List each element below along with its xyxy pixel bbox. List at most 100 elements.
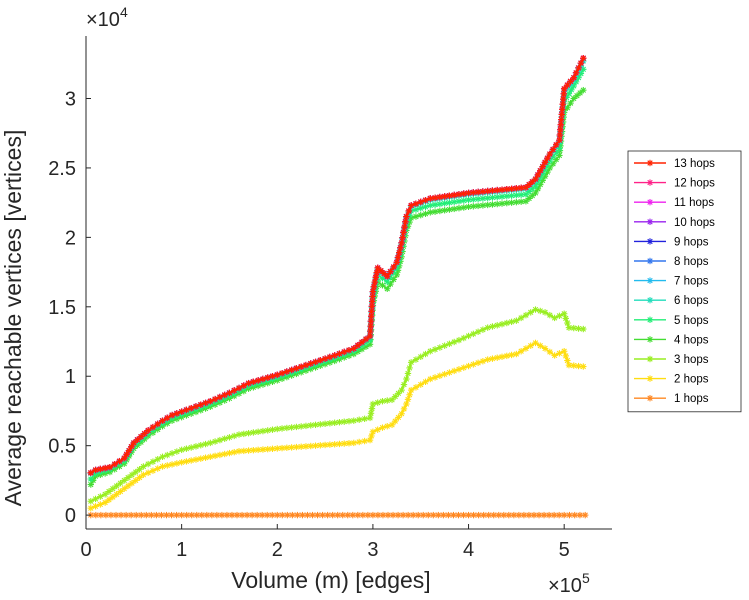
legend-label: 8 hops <box>674 256 709 268</box>
point-13-hops <box>221 391 228 399</box>
point-1-hops <box>550 511 558 519</box>
point-3-hops <box>154 456 161 463</box>
point-3-hops <box>460 334 467 342</box>
point-13-hops <box>317 357 324 364</box>
point-13-hops <box>575 64 582 72</box>
point-3-hops <box>101 491 109 498</box>
point-2-hops <box>128 479 136 487</box>
point-13-hops <box>549 146 557 153</box>
legend: 13 hops 12 hops 11 hops 10 hops 9 hops 8 hops… <box>627 150 742 413</box>
point-3-hops <box>361 415 368 423</box>
point-13-hops <box>293 365 300 372</box>
point-3-hops <box>451 338 458 346</box>
point-2-hops <box>124 482 132 490</box>
point-4-hops <box>503 199 510 207</box>
point-4-hops <box>441 207 448 214</box>
point-2-hops <box>565 361 573 369</box>
y-tick-label: 0 <box>65 505 76 527</box>
y-tick-label: 3 <box>65 88 76 110</box>
legend-marker <box>646 277 654 284</box>
legend-label: 6 hops <box>674 295 709 307</box>
point-5-hops <box>87 475 94 483</box>
point-13-hops <box>494 186 501 194</box>
point-2-hops <box>400 405 408 413</box>
point-13-hops <box>259 375 267 383</box>
point-2-hops <box>422 378 429 385</box>
point-3-hops <box>508 318 515 326</box>
point-3-hops <box>178 446 185 454</box>
point-13-hops <box>436 193 444 201</box>
point-13-hops <box>188 404 195 412</box>
point-13-hops <box>384 273 391 280</box>
point-4-hops <box>525 195 533 202</box>
legend-item-2-hops: 2 hops <box>634 374 709 386</box>
point-2-hops <box>537 342 544 349</box>
point-3-hops <box>565 324 573 331</box>
point-3-hops <box>240 430 247 438</box>
point-3-hops <box>92 495 99 503</box>
point-2-hops <box>465 362 472 370</box>
legend-item-10-hops: 10 hops <box>634 217 715 229</box>
point-3-hops <box>113 482 120 490</box>
point-13-hops <box>336 350 343 357</box>
point-2-hops <box>431 374 439 381</box>
point-1-hops <box>143 511 150 519</box>
point-2-hops <box>474 359 482 367</box>
point-13-hops <box>446 192 453 199</box>
point-2-hops <box>388 421 396 429</box>
legend-marker <box>646 297 654 304</box>
point-13-hops <box>470 189 477 196</box>
point-3-hops <box>216 436 224 444</box>
legend-marker <box>646 179 654 186</box>
point-13-hops <box>207 398 214 405</box>
point-2-hops <box>384 423 391 430</box>
point-3-hops <box>422 350 429 358</box>
point-13-hops <box>106 464 114 471</box>
point-2-hops <box>564 357 571 364</box>
legend-item-6-hops: 6 hops <box>634 295 709 307</box>
point-13-hops <box>572 69 580 77</box>
point-2-hops <box>361 437 368 445</box>
point-3-hops <box>417 353 424 360</box>
point-1-hops <box>233 511 241 519</box>
point-3-hops <box>498 320 506 328</box>
point-5-hops <box>422 203 429 211</box>
point-3-hops <box>128 471 136 479</box>
point-3-hops <box>560 310 568 317</box>
point-3-hops <box>537 307 544 315</box>
point-1-hops <box>349 511 356 519</box>
point-1-hops <box>505 511 513 519</box>
point-13-hops <box>92 466 99 474</box>
point-2-hops <box>417 381 424 388</box>
point-2-hops <box>149 467 157 474</box>
point-4-hops <box>460 204 467 211</box>
legend-item-9-hops: 9 hops <box>634 236 709 248</box>
point-2-hops <box>211 452 219 460</box>
point-3-hops <box>211 438 219 445</box>
point-1-hops <box>208 511 216 519</box>
point-3-hops <box>474 328 482 335</box>
point-3-hops <box>484 324 491 331</box>
point-3-hops <box>551 314 558 322</box>
series-1-hops <box>87 511 589 519</box>
point-13-hops <box>427 195 434 202</box>
point-13-hops <box>460 190 467 197</box>
point-3-hops <box>541 309 549 316</box>
point-13-hops <box>144 427 152 434</box>
point-2-hops <box>494 354 501 361</box>
point-13-hops <box>362 335 370 343</box>
point-3-hops <box>379 398 386 405</box>
legend-marker <box>646 199 654 206</box>
point-3-hops <box>368 405 376 412</box>
point-2-hops <box>317 442 324 449</box>
legend-item-5-hops: 5 hops <box>634 315 709 327</box>
point-3-hops <box>546 311 554 319</box>
point-3-hops <box>403 375 410 383</box>
point-13-hops <box>178 408 185 415</box>
point-13-hops <box>278 370 286 377</box>
point-3-hops <box>580 325 587 333</box>
legend-label: 7 hops <box>674 276 709 288</box>
point-2-hops <box>366 436 374 444</box>
point-2-hops <box>183 458 190 465</box>
point-13-hops <box>489 187 496 194</box>
